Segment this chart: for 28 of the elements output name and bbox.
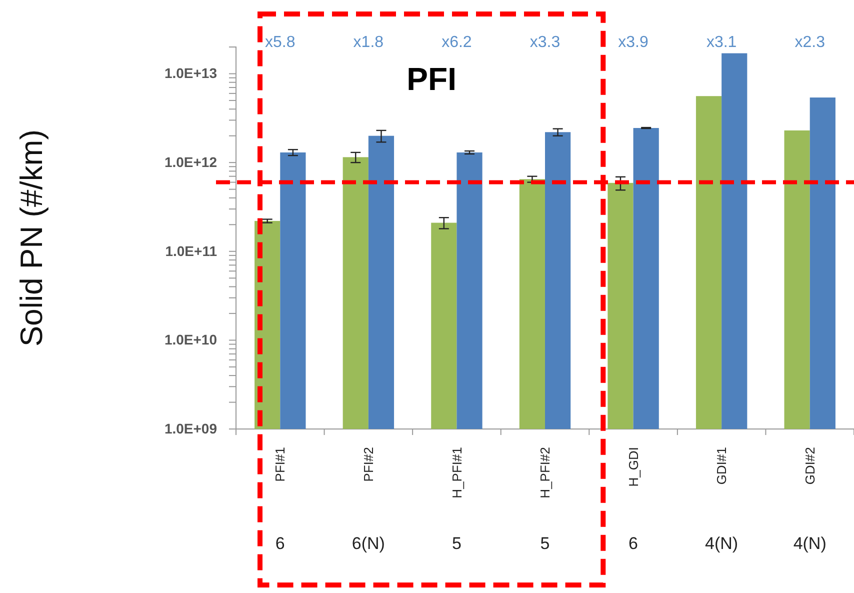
text: 6(N) bbox=[352, 534, 385, 553]
annotation: x5.8 bbox=[265, 34, 296, 51]
text: 5 bbox=[452, 534, 462, 553]
x-tick-label: H_PFI#1 bbox=[449, 447, 464, 498]
annotation: x6.2 bbox=[442, 34, 472, 51]
x-tick-label: PFI#1 bbox=[272, 447, 288, 482]
y-tick-label: 1.0E+09 bbox=[164, 420, 218, 436]
annotation: x2.3 bbox=[794, 34, 826, 51]
text: 5 bbox=[540, 534, 550, 553]
y-tick-label: 1.0E+11 bbox=[165, 242, 218, 259]
annotation: x3.1 bbox=[706, 34, 737, 51]
x-tick-label: GDI#1 bbox=[714, 447, 730, 485]
x-tick-label: PFI#2 bbox=[360, 447, 376, 482]
y-axis-title: Solid PN (#/km) bbox=[14, 129, 49, 347]
y-tick-label: 1.0E+10 bbox=[164, 332, 218, 348]
x-tick-label: H_GDI bbox=[626, 447, 641, 487]
text: 6 bbox=[628, 534, 638, 553]
x-tick-label: H_PFI#2 bbox=[538, 447, 553, 498]
y-tick-label: 1.0E+13 bbox=[164, 65, 218, 82]
text: 6 bbox=[275, 534, 285, 553]
annotation: x3.3 bbox=[530, 34, 560, 51]
annotation: x1.8 bbox=[353, 34, 384, 51]
y-tick-label: 1.0E+12 bbox=[164, 154, 218, 170]
x-tick-label: GDI#2 bbox=[802, 447, 818, 485]
text: 4(N) bbox=[705, 534, 738, 553]
annotation: x3.9 bbox=[618, 34, 649, 51]
text: 4(N) bbox=[793, 534, 826, 553]
annotation: PFI bbox=[406, 61, 456, 97]
